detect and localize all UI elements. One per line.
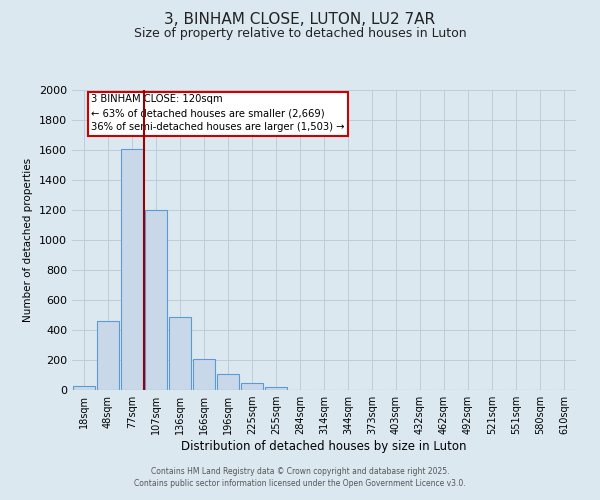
- X-axis label: Distribution of detached houses by size in Luton: Distribution of detached houses by size …: [181, 440, 467, 453]
- Bar: [169, 316, 191, 390]
- Text: Size of property relative to detached houses in Luton: Size of property relative to detached ho…: [134, 28, 466, 40]
- Y-axis label: Number of detached properties: Number of detached properties: [23, 158, 34, 322]
- Bar: [217, 374, 239, 390]
- Bar: [193, 358, 215, 390]
- Bar: [97, 321, 119, 390]
- Bar: [121, 148, 143, 390]
- Text: Contains HM Land Registry data © Crown copyright and database right 2025.: Contains HM Land Registry data © Crown c…: [151, 467, 449, 476]
- Bar: [145, 210, 167, 390]
- Bar: [73, 386, 95, 390]
- Text: 3, BINHAM CLOSE, LUTON, LU2 7AR: 3, BINHAM CLOSE, LUTON, LU2 7AR: [164, 12, 436, 28]
- Text: Contains public sector information licensed under the Open Government Licence v3: Contains public sector information licen…: [134, 478, 466, 488]
- Bar: [241, 382, 263, 390]
- Bar: [265, 387, 287, 390]
- Text: 3 BINHAM CLOSE: 120sqm
← 63% of detached houses are smaller (2,669)
36% of semi-: 3 BINHAM CLOSE: 120sqm ← 63% of detached…: [91, 94, 344, 132]
